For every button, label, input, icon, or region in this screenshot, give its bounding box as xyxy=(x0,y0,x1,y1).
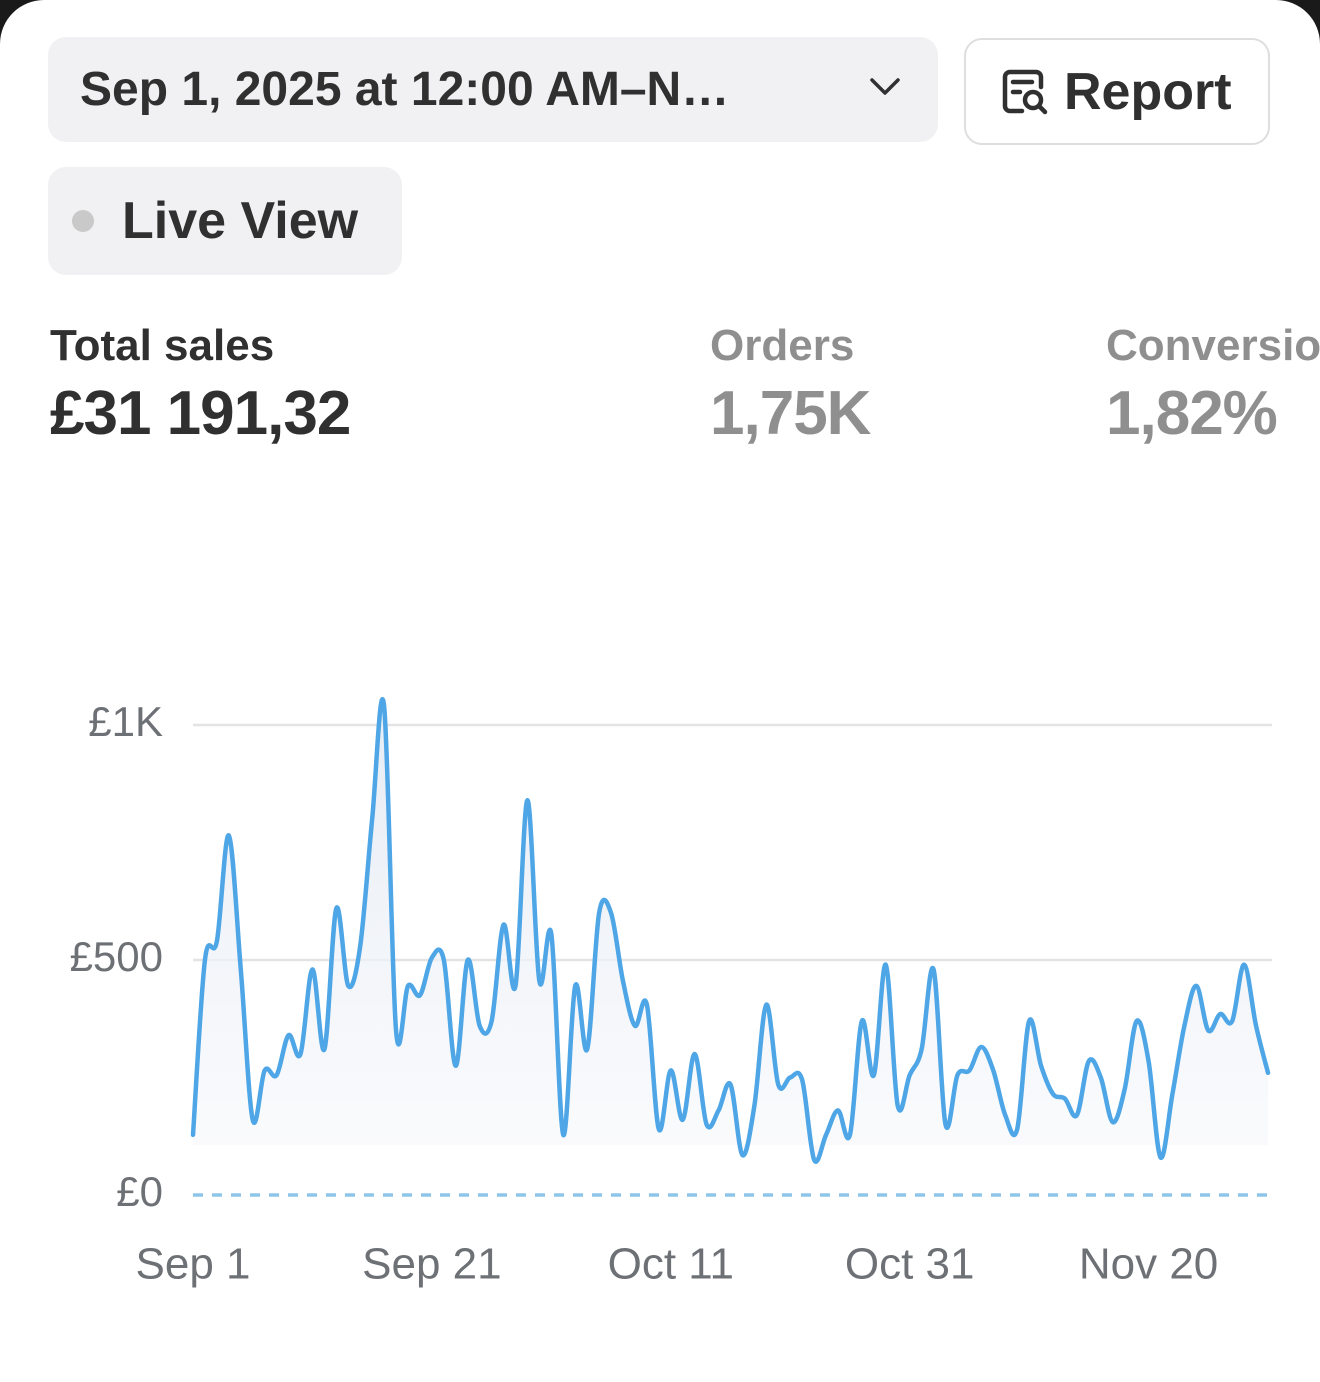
metric-value: 1,75K xyxy=(710,379,871,448)
sales-line xyxy=(190,697,1271,1164)
y-tick-label: £500 xyxy=(70,933,163,980)
metric-label: Orders xyxy=(710,321,855,370)
date-range-text: Sep 1, 2025 at 12:00 AM–N… xyxy=(80,63,730,116)
x-tick-label: Nov 20 xyxy=(1079,1240,1218,1289)
y-tick-label: £1K xyxy=(88,698,163,745)
report-button[interactable]: Report xyxy=(964,38,1270,145)
x-tick-label: Oct 11 xyxy=(608,1240,734,1289)
live-dot xyxy=(72,210,94,232)
y-tick-label: £0 xyxy=(116,1168,163,1215)
metric[interactable]: Total sales £31 191,32 xyxy=(50,318,351,454)
chevron-icon xyxy=(870,78,900,95)
report-text: Report xyxy=(1064,62,1232,121)
area-fill xyxy=(193,699,1268,1162)
x-tick-label: Sep 1 xyxy=(136,1240,251,1289)
metric[interactable]: Orders 1,75K xyxy=(710,318,871,454)
metric[interactable]: Conversion rate 1,82% xyxy=(1106,318,1320,454)
metric-value: 1,82% xyxy=(1106,379,1278,448)
metric-label: Total sales xyxy=(50,321,275,370)
metric-label: Conversion rate xyxy=(1106,321,1320,370)
date-range-dropdown[interactable]: Sep 1, 2025 at 12:00 AM–N… xyxy=(48,37,938,142)
x-tick-label: Oct 31 xyxy=(845,1240,975,1289)
report-icon xyxy=(1002,69,1048,114)
live-view-button[interactable]: Live View xyxy=(48,167,402,275)
metric-value: £31 191,32 xyxy=(50,379,351,448)
live-view-text: Live View xyxy=(122,192,359,250)
x-tick-label: Sep 21 xyxy=(362,1240,501,1289)
